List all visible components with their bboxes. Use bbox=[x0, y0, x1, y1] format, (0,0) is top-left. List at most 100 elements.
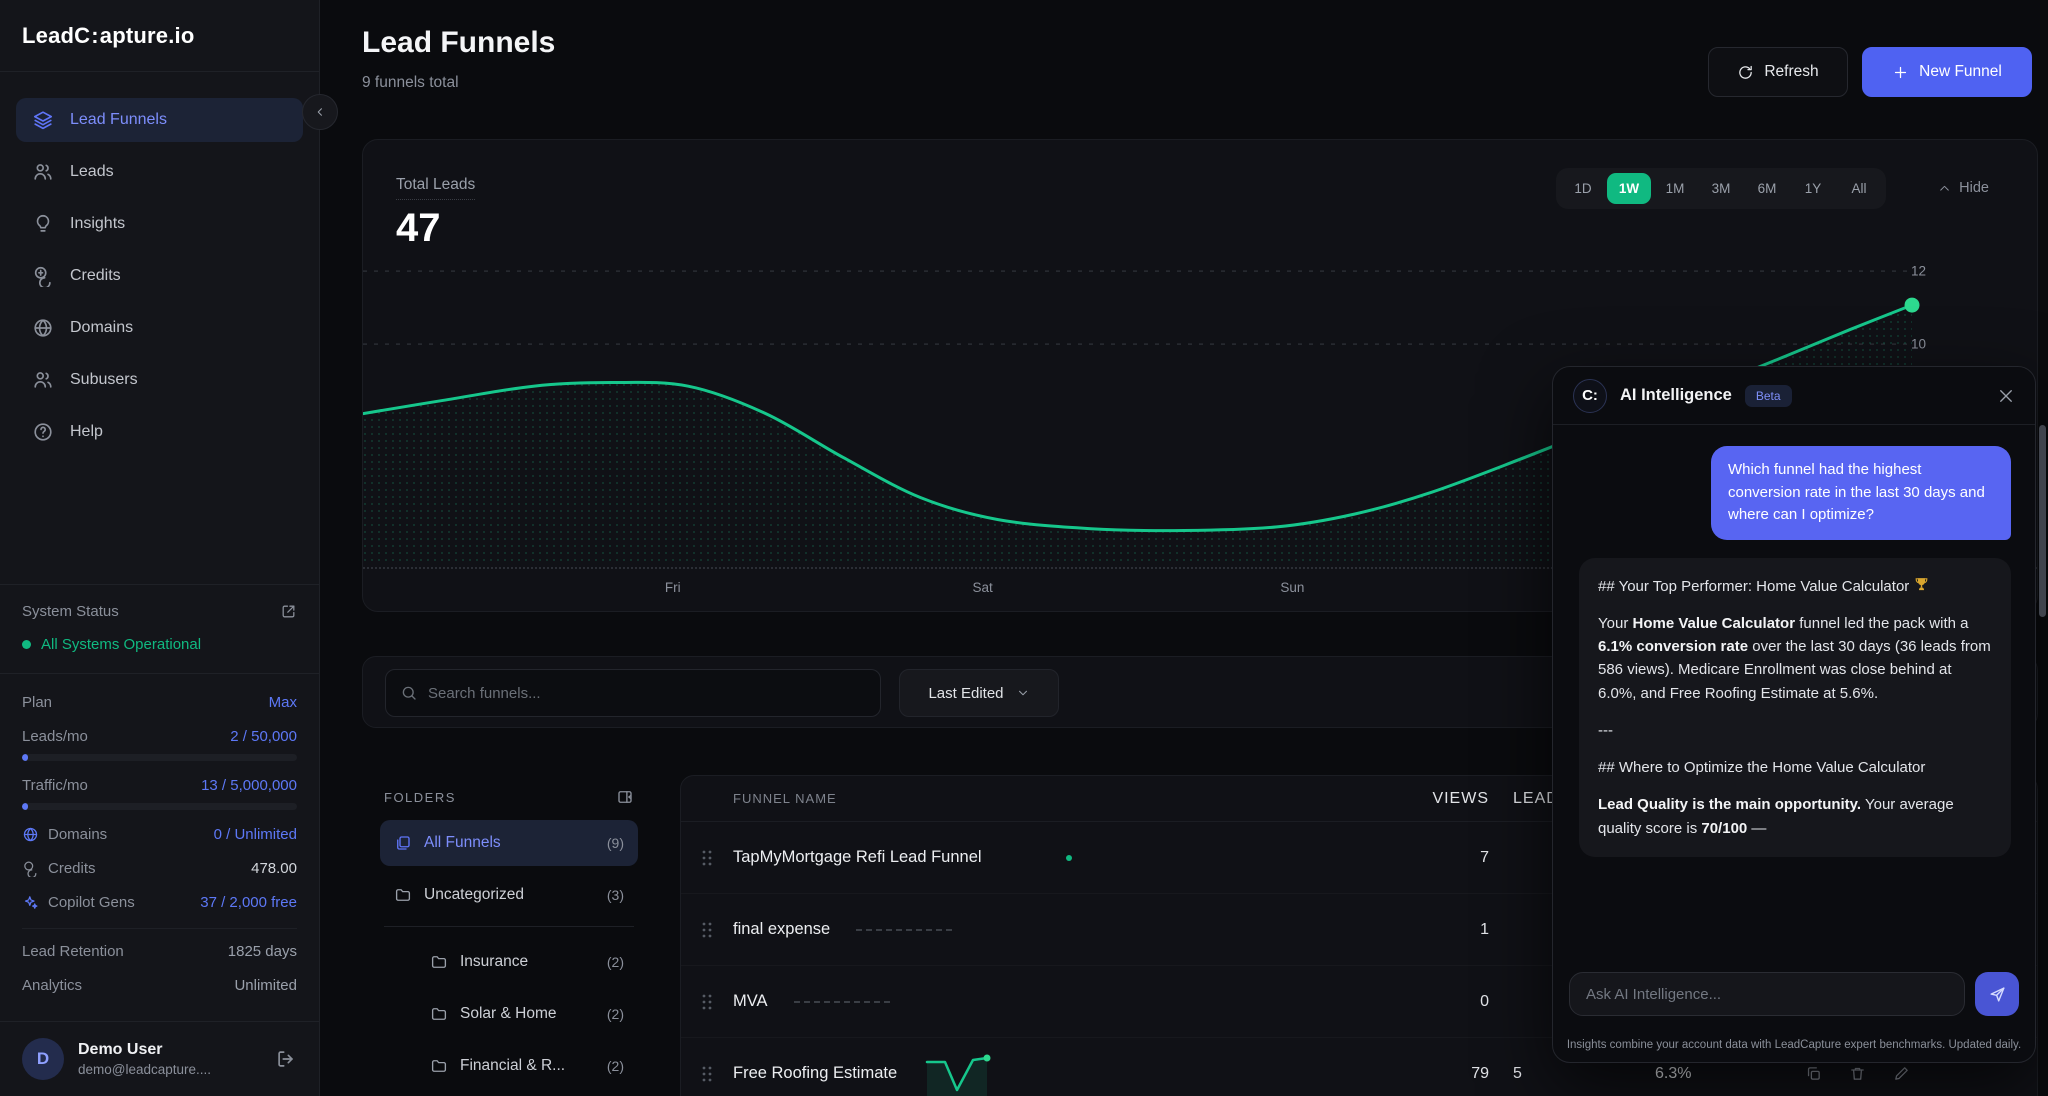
paper-plane-icon bbox=[1988, 985, 2007, 1004]
status-dot bbox=[22, 640, 31, 649]
table-row[interactable]: final expense 1 bbox=[681, 894, 2037, 966]
chevron-down-icon bbox=[1016, 686, 1030, 700]
folder-financial[interactable]: Financial & R... (2) bbox=[416, 1043, 638, 1089]
folder-count: (9) bbox=[606, 835, 624, 851]
folder-insurance[interactable]: Insurance (2) bbox=[416, 939, 638, 985]
ai-panel-footer: Insights combine your account data with … bbox=[1566, 1038, 2022, 1051]
sidebar-item-subusers[interactable]: Subusers bbox=[16, 358, 303, 402]
brand-text-2: apture.io bbox=[99, 22, 195, 48]
ai-chat-input[interactable] bbox=[1569, 972, 1965, 1016]
folder-icon bbox=[430, 953, 448, 971]
range-6m[interactable]: 6M bbox=[1757, 181, 1777, 196]
sparkline-dot bbox=[1065, 854, 1072, 861]
sidebar-item-domains[interactable]: Domains bbox=[16, 306, 303, 350]
time-range-selector: 1D 1W 1M 3M 6M 1Y All bbox=[1556, 168, 1886, 209]
analytics-label: Analytics bbox=[22, 977, 83, 994]
sidebar-item-label: Lead Funnels bbox=[70, 111, 167, 128]
system-status-title: System Status bbox=[22, 603, 119, 620]
sidebar-item-credits[interactable]: Credits bbox=[16, 254, 303, 298]
sparkles-icon bbox=[22, 894, 39, 911]
sidebar: LeadC:apture.io Lead Funnels Leads Insig… bbox=[0, 0, 320, 1096]
range-1m[interactable]: 1M bbox=[1665, 181, 1685, 196]
plus-icon bbox=[1892, 64, 1909, 81]
ai-chat-area[interactable]: Which funnel had the highest conversion … bbox=[1553, 426, 2035, 966]
search-input[interactable] bbox=[428, 684, 866, 702]
brand-logo: LeadC:apture.io bbox=[0, 0, 319, 72]
folder-solar-home[interactable]: Solar & Home (2) bbox=[416, 991, 638, 1037]
drag-handle-icon[interactable] bbox=[681, 921, 733, 939]
leads-progress-bar bbox=[22, 754, 297, 761]
chart-area-fill bbox=[363, 305, 1912, 566]
user-profile[interactable]: D Demo User demo@leadcapture.... bbox=[0, 1021, 319, 1096]
folder-icon bbox=[430, 1057, 448, 1075]
beta-badge: Beta bbox=[1744, 384, 1792, 407]
sidebar-item-help[interactable]: Help bbox=[16, 410, 303, 454]
globe-icon bbox=[32, 317, 54, 339]
page-title: Lead Funnels bbox=[362, 26, 556, 59]
views-value: 7 bbox=[1480, 848, 1489, 866]
funnel-name: TapMyMortgage Refi Lead Funnel bbox=[733, 848, 982, 866]
domains-label: Domains bbox=[48, 826, 108, 843]
sidebar-item-lead-funnels[interactable]: Lead Funnels bbox=[16, 98, 303, 142]
new-funnel-button[interactable]: New Funnel bbox=[1862, 47, 2032, 97]
ai-intelligence-panel: C: AI Intelligence Beta Which funnel had… bbox=[1552, 366, 2036, 1063]
delete-icon[interactable] bbox=[1841, 1058, 1873, 1090]
sidebar-item-label: Domains bbox=[70, 319, 134, 336]
range-1w[interactable]: 1W bbox=[1607, 173, 1651, 204]
column-views: VIEWS bbox=[1432, 789, 1489, 807]
range-3m[interactable]: 3M bbox=[1711, 181, 1731, 196]
chart-y-axis: 10 12 bbox=[1911, 236, 1951, 566]
refresh-button[interactable]: Refresh bbox=[1708, 47, 1848, 97]
coins-icon bbox=[32, 265, 54, 287]
search-icon bbox=[400, 684, 418, 702]
sidebar-nav: Lead Funnels Leads Insights Credits Doma… bbox=[0, 72, 319, 462]
table-row[interactable]: Free Roofing Estimate 79 5 6.3% bbox=[681, 1038, 2037, 1096]
range-1y[interactable]: 1Y bbox=[1804, 181, 1822, 196]
ai-message-heading: ## Where to Optimize the Home Value Calc… bbox=[1598, 759, 1926, 776]
x-tick-label: Fri bbox=[664, 580, 681, 595]
x-tick-label: Sat bbox=[972, 580, 993, 595]
sidebar-item-insights[interactable]: Insights bbox=[16, 202, 303, 246]
sidebar-item-label: Insights bbox=[70, 215, 126, 232]
sparkline-chart bbox=[923, 1050, 999, 1096]
metric-label[interactable]: Total Leads bbox=[396, 176, 476, 200]
drag-handle-icon[interactable] bbox=[681, 1065, 733, 1083]
sidebar-collapse-button[interactable] bbox=[302, 94, 338, 130]
refresh-icon bbox=[1737, 64, 1754, 81]
range-all[interactable]: All bbox=[1851, 181, 1867, 196]
folder-label: Financial & R... bbox=[460, 1057, 566, 1074]
collapse-panel-icon[interactable] bbox=[616, 788, 634, 806]
folder-all-funnels[interactable]: All Funnels (9) bbox=[380, 820, 638, 866]
external-link-icon[interactable] bbox=[280, 603, 297, 620]
send-button[interactable] bbox=[1975, 972, 2019, 1016]
edit-icon[interactable] bbox=[1885, 1058, 1917, 1090]
layers-icon bbox=[32, 109, 54, 131]
y-tick-label: 12 bbox=[1911, 263, 1927, 279]
help-icon bbox=[32, 421, 54, 443]
search-box bbox=[385, 669, 881, 717]
funnel-name: MVA bbox=[733, 992, 768, 1010]
hide-chart-toggle[interactable]: Hide bbox=[1938, 180, 1989, 196]
sort-dropdown[interactable]: Last Edited bbox=[899, 669, 1059, 717]
range-1d[interactable]: 1D bbox=[1574, 181, 1592, 196]
drag-handle-icon[interactable] bbox=[681, 849, 733, 867]
drag-handle-icon[interactable] bbox=[681, 993, 733, 1011]
logout-icon[interactable] bbox=[275, 1048, 297, 1070]
user-email: demo@leadcapture.... bbox=[78, 1062, 212, 1077]
sort-label: Last Edited bbox=[928, 684, 1004, 702]
duplicate-icon[interactable] bbox=[1797, 1058, 1829, 1090]
page-scrollbar-thumb[interactable] bbox=[2039, 425, 2046, 617]
new-funnel-label: New Funnel bbox=[1919, 63, 2002, 80]
close-icon[interactable] bbox=[1997, 387, 2015, 405]
folder-uncategorized[interactable]: Uncategorized (3) bbox=[380, 872, 638, 918]
copilot-gens-label: Copilot Gens bbox=[48, 894, 135, 911]
chevron-left-icon bbox=[313, 105, 327, 119]
globe-icon bbox=[22, 826, 39, 843]
sidebar-item-label: Credits bbox=[70, 267, 121, 284]
trophy-icon bbox=[1913, 576, 1930, 593]
lead-retention-label: Lead Retention bbox=[22, 943, 124, 960]
sidebar-item-leads[interactable]: Leads bbox=[16, 150, 303, 194]
column-funnel-name: FUNNEL NAME bbox=[733, 791, 837, 806]
folder-label: Insurance bbox=[460, 953, 529, 970]
folder-count: (3) bbox=[606, 887, 624, 903]
